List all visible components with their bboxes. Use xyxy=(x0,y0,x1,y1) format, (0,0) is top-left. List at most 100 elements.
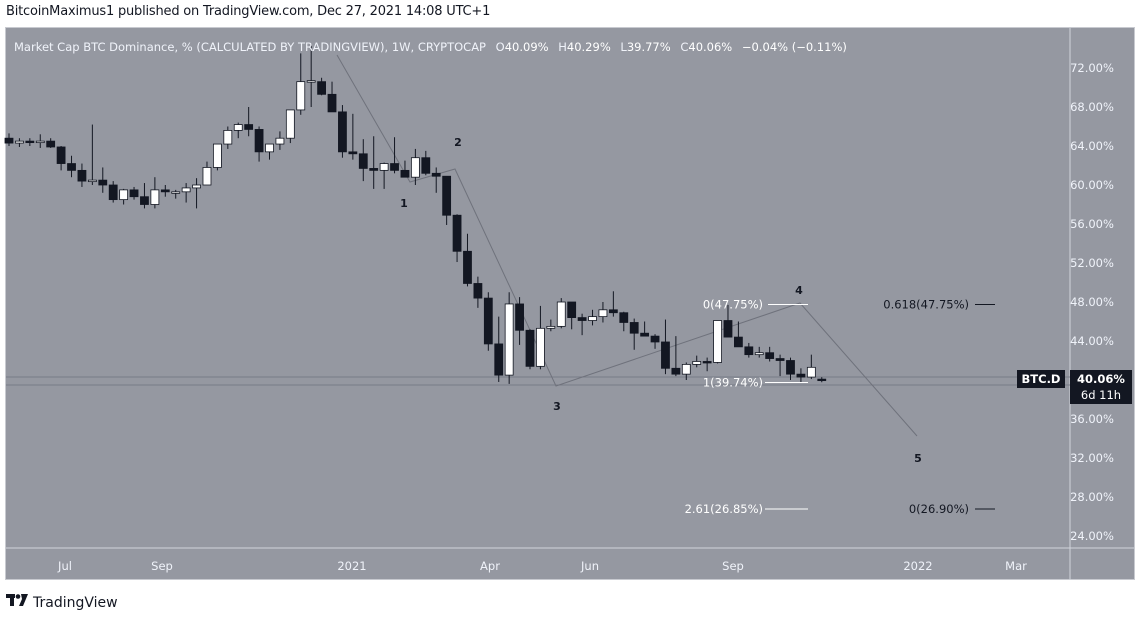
candle[interactable] xyxy=(98,167,108,193)
candle[interactable] xyxy=(67,155,76,178)
candle-body xyxy=(338,111,347,153)
candle[interactable] xyxy=(46,138,56,148)
candle[interactable] xyxy=(306,44,316,107)
candle[interactable] xyxy=(504,292,514,384)
candle[interactable] xyxy=(181,183,191,203)
candle-body xyxy=(306,80,316,83)
candle[interactable] xyxy=(650,334,660,349)
candle[interactable] xyxy=(702,357,712,372)
candle[interactable] xyxy=(556,298,566,329)
candle[interactable] xyxy=(661,319,670,375)
candle[interactable] xyxy=(452,214,462,263)
candle[interactable] xyxy=(546,319,556,332)
candle[interactable] xyxy=(754,346,764,358)
candle[interactable] xyxy=(431,167,441,193)
candle[interactable] xyxy=(619,311,629,332)
candle[interactable] xyxy=(275,131,285,150)
candle[interactable] xyxy=(483,292,493,351)
candle[interactable] xyxy=(744,342,754,358)
candle[interactable] xyxy=(25,138,35,146)
candle[interactable] xyxy=(536,305,545,370)
candle[interactable] xyxy=(254,126,264,162)
candle[interactable] xyxy=(160,185,170,197)
candle[interactable] xyxy=(463,233,472,287)
candle[interactable] xyxy=(233,122,243,139)
candle[interactable] xyxy=(442,175,452,225)
candle[interactable] xyxy=(379,162,389,189)
candle[interactable] xyxy=(140,183,149,209)
candle[interactable] xyxy=(786,357,795,380)
candle[interactable] xyxy=(671,336,681,377)
candle[interactable] xyxy=(681,362,691,380)
candle[interactable] xyxy=(588,309,597,326)
candle[interactable] xyxy=(723,304,733,338)
candle-body xyxy=(463,250,472,284)
candle[interactable] xyxy=(4,133,14,146)
candle[interactable] xyxy=(285,109,295,144)
candle[interactable] xyxy=(525,329,535,370)
price-tick-label: 44.00% xyxy=(1070,334,1114,348)
open-value: 40.09% xyxy=(504,40,549,54)
candle[interactable] xyxy=(629,318,639,350)
candle-body xyxy=(796,373,806,378)
candle[interactable] xyxy=(108,181,118,203)
wave-label-3: 3 xyxy=(553,400,561,413)
candle[interactable] xyxy=(494,316,504,382)
candle[interactable] xyxy=(358,139,368,182)
candle[interactable] xyxy=(87,124,97,185)
candle[interactable] xyxy=(390,137,399,174)
candle[interactable] xyxy=(317,77,327,96)
candle[interactable] xyxy=(15,138,24,147)
wave-label-4: 4 xyxy=(795,284,803,297)
candle[interactable] xyxy=(734,321,743,348)
candle[interactable] xyxy=(296,53,306,115)
candle[interactable] xyxy=(150,177,160,209)
candle[interactable] xyxy=(119,188,129,205)
candle-body xyxy=(233,124,243,131)
candle[interactable] xyxy=(806,354,816,380)
candle[interactable] xyxy=(77,163,87,187)
candle[interactable] xyxy=(817,377,827,383)
candle[interactable] xyxy=(598,302,608,323)
candle[interactable] xyxy=(212,143,222,171)
candle[interactable] xyxy=(348,113,358,160)
candle[interactable] xyxy=(713,320,722,364)
candle-body xyxy=(119,189,129,201)
candle[interactable] xyxy=(35,134,45,148)
candle[interactable] xyxy=(421,150,431,176)
candle[interactable] xyxy=(692,355,702,368)
candle[interactable] xyxy=(765,346,775,362)
candle-body xyxy=(817,378,827,382)
candle[interactable] xyxy=(129,186,139,200)
candle[interactable] xyxy=(338,105,347,158)
high-value: 40.29% xyxy=(566,40,611,54)
candle[interactable] xyxy=(265,143,274,160)
candle[interactable] xyxy=(640,321,650,337)
candle-body xyxy=(734,336,743,348)
candle[interactable] xyxy=(223,126,233,149)
candle-body xyxy=(212,143,222,168)
candle[interactable] xyxy=(796,368,806,383)
candle[interactable] xyxy=(192,178,201,209)
low-value: 39.77% xyxy=(626,40,671,54)
candle-body xyxy=(546,325,556,329)
candle-body xyxy=(442,175,452,216)
candle[interactable] xyxy=(171,189,181,199)
candle[interactable] xyxy=(56,146,66,171)
candle[interactable] xyxy=(608,291,618,317)
candle[interactable] xyxy=(369,136,379,189)
last-price-value: 40.06% xyxy=(1077,372,1125,386)
candle[interactable] xyxy=(775,354,785,377)
candle[interactable] xyxy=(567,301,577,330)
candle[interactable] xyxy=(410,148,420,185)
candle[interactable] xyxy=(202,161,212,186)
candle-body xyxy=(56,146,66,164)
candle[interactable] xyxy=(577,313,587,336)
candle[interactable] xyxy=(473,276,483,308)
candle[interactable] xyxy=(327,81,337,113)
candle-body xyxy=(504,303,514,376)
candle[interactable] xyxy=(244,107,254,137)
candle[interactable] xyxy=(515,297,524,345)
candle[interactable] xyxy=(400,160,410,178)
